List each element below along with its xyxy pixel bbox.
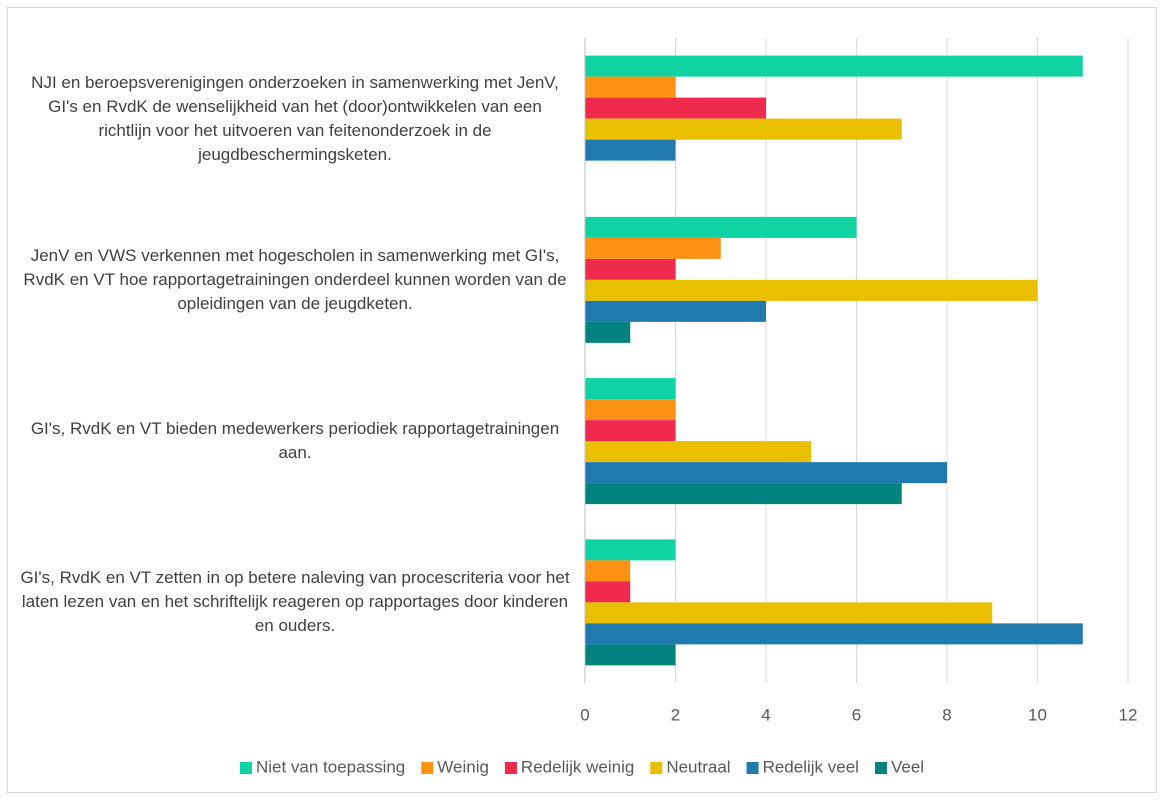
legend-label: Veel — [891, 757, 924, 776]
x-tick-label: 8 — [942, 705, 951, 724]
bar — [585, 279, 1038, 301]
legend-label: Weinig — [437, 757, 489, 776]
legend-label: Neutraal — [666, 757, 730, 776]
bar — [585, 258, 676, 280]
bar — [585, 602, 993, 624]
legend-swatch — [421, 762, 434, 774]
bar — [585, 483, 902, 505]
legend-label: Redelijk veel — [763, 757, 859, 776]
bar — [585, 118, 902, 140]
bar — [585, 55, 1083, 77]
bar — [585, 581, 631, 603]
legend-swatch — [874, 762, 887, 774]
category-label: GI's, RvdK en VT zetten in op betere nal… — [20, 568, 570, 636]
x-tick-label: 4 — [761, 705, 770, 724]
bar — [585, 97, 766, 119]
bar — [585, 321, 631, 343]
bar — [585, 399, 676, 421]
legend-swatch — [504, 762, 517, 774]
legend-swatch — [746, 762, 759, 774]
x-tick-label: 2 — [671, 705, 680, 724]
x-tick-label: 6 — [852, 705, 861, 724]
bar — [585, 237, 721, 259]
bar — [585, 378, 676, 400]
bar — [585, 139, 676, 161]
x-tick-label: 12 — [1119, 705, 1138, 724]
bar — [585, 76, 676, 98]
bar — [585, 216, 857, 238]
bar — [585, 623, 1083, 645]
category-label: JenV en VWS verkennen met hogescholen in… — [23, 245, 567, 313]
bar — [585, 539, 676, 561]
bar — [585, 441, 812, 463]
legend-swatch — [239, 762, 252, 774]
bar — [585, 420, 676, 442]
x-tick-label: 10 — [1028, 705, 1047, 724]
legend-label: Redelijk weinig — [521, 757, 634, 776]
bar — [585, 300, 766, 322]
bar — [585, 644, 676, 666]
bar — [585, 560, 631, 582]
category-label: GI's, RvdK en VT bieden medewerkers peri… — [30, 419, 560, 463]
category-label: NJI en beroepsverenigingen onderzoeken i… — [31, 72, 559, 164]
chart-border — [7, 7, 1157, 793]
legend-swatch — [650, 762, 663, 774]
legend-label: Niet van toepassing — [256, 757, 405, 776]
x-tick-label: 0 — [580, 705, 589, 724]
bar — [585, 462, 947, 484]
